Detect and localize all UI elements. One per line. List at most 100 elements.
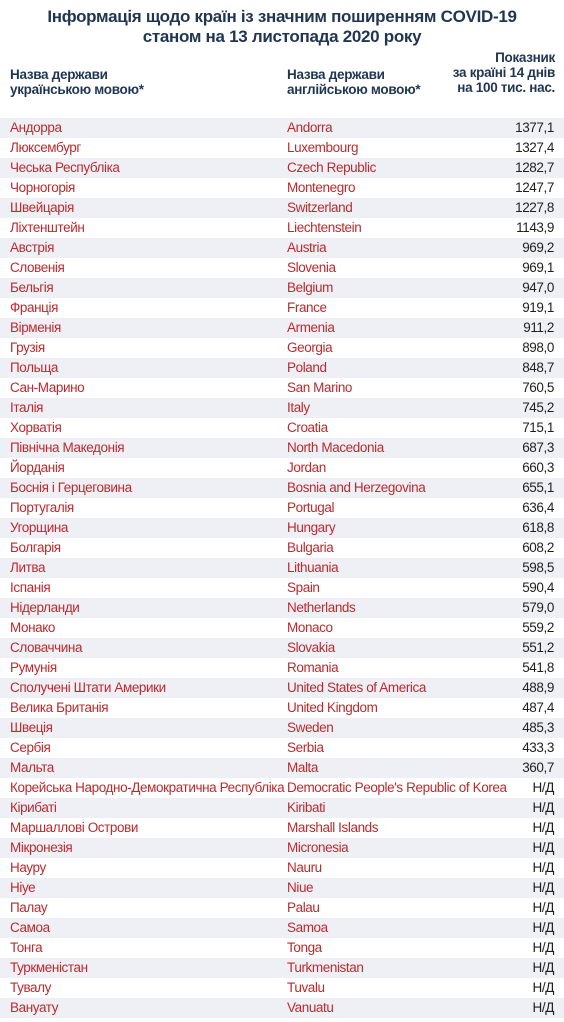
country-name-ukrainian: Хорватія — [10, 420, 62, 435]
country-name-ukrainian: Маршаллові Острови — [10, 820, 139, 835]
table-header: Назва держави українською мовою* Назва д… — [0, 49, 564, 111]
country-name-ukrainian: Туркменістан — [10, 960, 88, 975]
country-name-ukrainian: Тонга — [10, 940, 43, 955]
incidence-value: 1282,7 — [515, 160, 554, 175]
country-name-english: Slovenia — [287, 260, 336, 275]
country-name-ukrainian: Тувалу — [10, 980, 51, 995]
table-row: Іспанія Spain 590,4 — [0, 578, 564, 598]
incidence-value: 745,2 — [522, 400, 554, 415]
country-name-ukrainian: Іспанія — [10, 580, 51, 595]
title-line-2: станом на 13 листопада 2020 року — [142, 27, 422, 46]
country-name-ukrainian: Чеська Республіка — [10, 160, 120, 175]
incidence-value: 1377,1 — [515, 120, 554, 135]
country-name-ukrainian: Грузія — [10, 340, 45, 355]
country-name-ukrainian: Сербія — [10, 740, 51, 755]
table-row: Австрія Austria 969,2 — [0, 238, 564, 258]
country-name-english: Vanuatu — [287, 1000, 334, 1015]
incidence-value: Н/Д — [532, 940, 555, 955]
incidence-value: 636,4 — [522, 500, 554, 515]
table-row: Велика Британія United Kingdom 487,4 — [0, 698, 564, 718]
country-name-ukrainian: Самоа — [10, 920, 50, 935]
header-indicator: Показник за країні 14 днів на 100 тис. н… — [452, 50, 556, 95]
country-name-ukrainian: Польща — [10, 360, 59, 375]
table-row: Чеська Республіка Czech Republic 1282,7 — [0, 158, 564, 178]
incidence-value: Н/Д — [532, 840, 555, 855]
header-ukrainian-name-line-2: українською мовою* — [10, 82, 144, 97]
table-row: Литва Lithuania 598,5 — [0, 558, 564, 578]
table-row: Хорватія Croatia 715,1 — [0, 418, 564, 438]
country-name-english: Tuvalu — [287, 980, 325, 995]
country-name-ukrainian: Боснія і Герцеговина — [10, 480, 132, 495]
country-name-english: Armenia — [287, 320, 335, 335]
country-name-ukrainian: Бельгія — [10, 280, 54, 295]
country-name-english: Romania — [287, 660, 339, 675]
country-name-english: Jordan — [287, 460, 326, 475]
table-row: Маршаллові Острови Marshall Islands Н/Д — [0, 818, 564, 838]
incidence-value: 559,2 — [522, 620, 554, 635]
country-name-ukrainian: Угорщина — [10, 520, 69, 535]
country-name-english: Georgia — [287, 340, 333, 355]
incidence-value: 715,1 — [522, 420, 554, 435]
incidence-value: 660,3 — [522, 460, 554, 475]
country-name-ukrainian: Чорногорія — [10, 180, 75, 195]
title-line-1: Інформація щодо країн із значним поширен… — [47, 7, 517, 26]
incidence-value: 485,3 — [522, 720, 554, 735]
country-name-english: Italy — [287, 400, 310, 415]
incidence-value: 579,0 — [522, 600, 554, 615]
incidence-value: 919,1 — [522, 300, 554, 315]
country-name-ukrainian: Велика Британія — [10, 700, 109, 715]
table-row: Словенія Slovenia 969,1 — [0, 258, 564, 278]
country-name-english: Bosnia and Herzegovina — [287, 480, 426, 495]
table-row: Словаччина Slovakia 551,2 — [0, 638, 564, 658]
table-row: Франція France 919,1 — [0, 298, 564, 318]
country-name-english: Kiribati — [287, 800, 326, 815]
incidence-value: 433,3 — [522, 740, 554, 755]
incidence-value: Н/Д — [532, 1000, 555, 1015]
country-name-ukrainian: Північна Македонія — [10, 440, 125, 455]
incidence-value: 618,8 — [522, 520, 554, 535]
incidence-value: 608,2 — [522, 540, 554, 555]
incidence-value: 551,2 — [522, 640, 554, 655]
table-row: Сполучені Штати Америки United States of … — [0, 678, 564, 698]
country-name-ukrainian: Швейцарія — [10, 200, 74, 215]
table-body: Андорра Andorra 1377,1 Люксембург Luxembourg… — [0, 118, 564, 1018]
header-english-name-line-2: англійською мовою* — [287, 82, 421, 97]
country-name-ukrainian: Сан-Марино — [10, 380, 85, 395]
incidence-value: 911,2 — [523, 320, 554, 335]
table-row: Швеція Sweden 485,3 — [0, 718, 564, 738]
country-name-ukrainian: Ніуе — [10, 880, 36, 895]
country-name-english: Turkmenistan — [287, 960, 364, 975]
country-name-ukrainian: Португалія — [10, 500, 74, 515]
country-name-ukrainian: Нідерланди — [10, 600, 80, 615]
table-row: Мікронезія Micronesia Н/Д — [0, 838, 564, 858]
country-name-ukrainian: Вануату — [10, 1000, 59, 1015]
country-name-ukrainian: Науру — [10, 860, 46, 875]
country-name-english: Hungary — [287, 520, 336, 535]
table-row: Науру Nauru Н/Д — [0, 858, 564, 878]
country-name-english: Switzerland — [287, 200, 353, 215]
country-name-english: United States of America — [287, 680, 426, 695]
table-row: Сан-Марино San Marino 760,5 — [0, 378, 564, 398]
table-row: Грузія Georgia 898,0 — [0, 338, 564, 358]
header-indicator-line-3: на 100 тис. нас. — [457, 80, 555, 95]
country-name-english: Luxembourg — [287, 140, 359, 155]
header-indicator-line-2: за країні 14 днів — [452, 65, 556, 80]
table-row: Туркменістан Turkmenistan Н/Д — [0, 958, 564, 978]
page-title: Інформація щодо країн із значним поширен… — [0, 0, 564, 47]
table-row: Люксембург Luxembourg 1327,4 — [0, 138, 564, 158]
country-name-english: Croatia — [287, 420, 328, 435]
incidence-value: 1227,8 — [515, 200, 554, 215]
country-name-ukrainian: Словаччина — [10, 640, 83, 655]
country-name-ukrainian: Італія — [10, 400, 44, 415]
country-name-english: Bulgaria — [287, 540, 334, 555]
incidence-value: Н/Д — [532, 900, 555, 915]
country-name-english: San Marino — [287, 380, 353, 395]
table-row: Монако Monaco 559,2 — [0, 618, 564, 638]
header-ukrainian-name-line-1: Назва держави — [10, 67, 108, 82]
country-name-ukrainian: Словенія — [10, 260, 65, 275]
incidence-value: Н/Д — [532, 800, 555, 815]
table-row: Палау Palau Н/Д — [0, 898, 564, 918]
country-name-english: Monaco — [287, 620, 333, 635]
country-name-english: Belgium — [287, 280, 333, 295]
